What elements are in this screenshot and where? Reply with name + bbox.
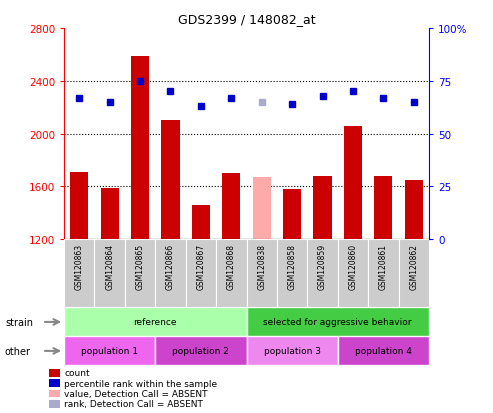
- Bar: [405, 180, 423, 240]
- Bar: [277, 240, 307, 308]
- Bar: [95, 240, 125, 308]
- Text: strain: strain: [5, 317, 33, 327]
- Text: GSM120863: GSM120863: [75, 243, 84, 289]
- Title: GDS2399 / 148082_at: GDS2399 / 148082_at: [177, 13, 316, 26]
- Text: GSM120862: GSM120862: [409, 243, 418, 289]
- Bar: [338, 337, 429, 366]
- Text: GSM120868: GSM120868: [227, 243, 236, 289]
- Bar: [338, 240, 368, 308]
- Text: rank, Detection Call = ABSENT: rank, Detection Call = ABSENT: [64, 399, 203, 408]
- Bar: [344, 126, 362, 240]
- Bar: [374, 176, 392, 240]
- Bar: [398, 240, 429, 308]
- Bar: [368, 240, 398, 308]
- Text: population 2: population 2: [173, 347, 229, 356]
- Text: GSM120866: GSM120866: [166, 243, 175, 289]
- Bar: [131, 57, 149, 240]
- Text: GSM120861: GSM120861: [379, 243, 388, 289]
- Text: population 3: population 3: [264, 347, 320, 356]
- Bar: [246, 308, 429, 337]
- Bar: [252, 178, 271, 240]
- Bar: [64, 240, 95, 308]
- Bar: [307, 240, 338, 308]
- Text: GSM120864: GSM120864: [105, 243, 114, 289]
- Bar: [246, 240, 277, 308]
- Bar: [186, 240, 216, 308]
- Bar: [161, 121, 179, 240]
- Text: reference: reference: [134, 318, 177, 327]
- Text: GSM120859: GSM120859: [318, 243, 327, 289]
- Bar: [155, 240, 186, 308]
- Text: population 1: population 1: [81, 347, 138, 356]
- Bar: [125, 240, 155, 308]
- Bar: [283, 190, 301, 240]
- Text: GSM120865: GSM120865: [136, 243, 144, 289]
- Text: value, Detection Call = ABSENT: value, Detection Call = ABSENT: [64, 389, 208, 398]
- Text: percentile rank within the sample: percentile rank within the sample: [64, 379, 217, 388]
- Text: GSM120867: GSM120867: [196, 243, 206, 289]
- Bar: [246, 337, 338, 366]
- Bar: [155, 337, 246, 366]
- Bar: [101, 188, 119, 240]
- Bar: [64, 308, 246, 337]
- Bar: [70, 172, 88, 240]
- Text: count: count: [64, 368, 90, 377]
- Bar: [192, 205, 210, 240]
- Bar: [222, 174, 241, 240]
- Bar: [64, 337, 155, 366]
- Bar: [314, 176, 332, 240]
- Text: other: other: [5, 346, 31, 356]
- Text: GSM120838: GSM120838: [257, 243, 266, 289]
- Text: population 4: population 4: [355, 347, 412, 356]
- Bar: [216, 240, 246, 308]
- Text: GSM120860: GSM120860: [349, 243, 357, 289]
- Text: selected for aggressive behavior: selected for aggressive behavior: [263, 318, 412, 327]
- Text: GSM120858: GSM120858: [287, 243, 297, 289]
